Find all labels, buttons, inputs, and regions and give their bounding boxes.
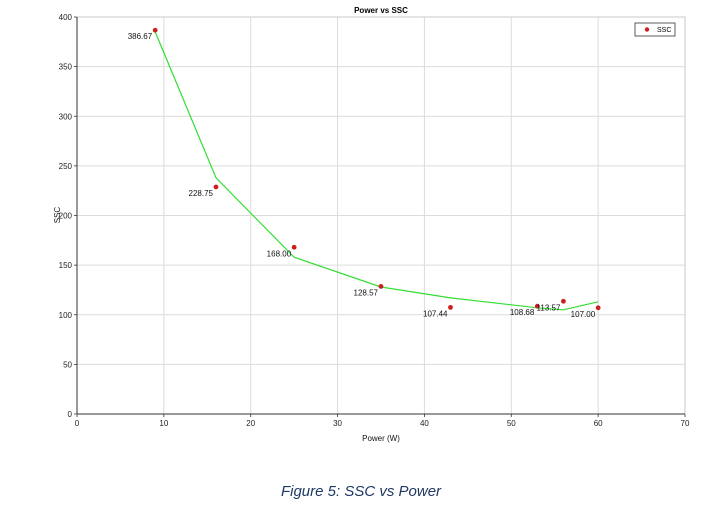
y-tick-label: 350 (59, 63, 73, 72)
data-label: 107.44 (423, 309, 448, 318)
data-label: 228.75 (189, 189, 214, 198)
fit-line (154, 31, 599, 311)
x-tick-label: 40 (420, 419, 429, 428)
x-tick-label: 0 (75, 419, 80, 428)
y-tick-label: 100 (59, 311, 73, 320)
data-points (152, 27, 601, 311)
x-axis-label: Power (W) (362, 434, 400, 443)
data-label: 168.00 (267, 249, 292, 258)
y-tick-label: 400 (59, 13, 73, 22)
data-point (152, 27, 158, 33)
data-point (213, 184, 219, 190)
data-point (595, 305, 601, 311)
legend: SSC (634, 22, 676, 37)
y-tick-label: 250 (59, 162, 73, 171)
data-point (448, 304, 453, 310)
data-point (534, 303, 540, 309)
legend-marker (644, 27, 650, 32)
legend-box (634, 22, 676, 37)
figure-caption: Figure 5: SSC vs Power (280, 483, 442, 500)
data-label: 128.57 (354, 288, 379, 297)
x-tick-label: 70 (681, 419, 690, 428)
series-line (154, 31, 599, 311)
data-label: 113.57 (537, 303, 561, 312)
data-point (561, 298, 566, 304)
y-tick-label: 0 (68, 410, 73, 419)
chart: 0 10 20 30 40 50 60 70050100150200250300350400 … (53, 6, 690, 443)
chart-title: Power vs SSC (354, 6, 408, 15)
y-tick-label: 150 (59, 261, 73, 270)
x-tick-label: 30 (333, 419, 342, 428)
data-point (291, 244, 297, 250)
axes: 0 10 20 30 40 50 60 70 0 50 100 150 200 250 300 350 400 (59, 13, 690, 428)
y-axis-label: SSC (53, 207, 62, 224)
x-tick-label: 50 (507, 419, 516, 428)
data-label: 107.00 (571, 310, 596, 319)
x-tick-label: 10 (159, 419, 168, 428)
y-tick-label: 200 (59, 212, 73, 221)
data-labels: 386.67 228.75 168.00 128.57 107.44 108.68113.… (128, 32, 596, 319)
x-tick-label: 60 (594, 419, 603, 428)
legend-label-ssc: SSC (657, 27, 671, 34)
x-tick-label: 20 (246, 419, 255, 428)
data-label: 108.68 (510, 308, 535, 317)
y-tick-label: 300 (59, 112, 73, 121)
data-label: 386.67 (128, 32, 153, 41)
y-tick-label: 50 (63, 360, 72, 369)
data-point (378, 283, 384, 289)
